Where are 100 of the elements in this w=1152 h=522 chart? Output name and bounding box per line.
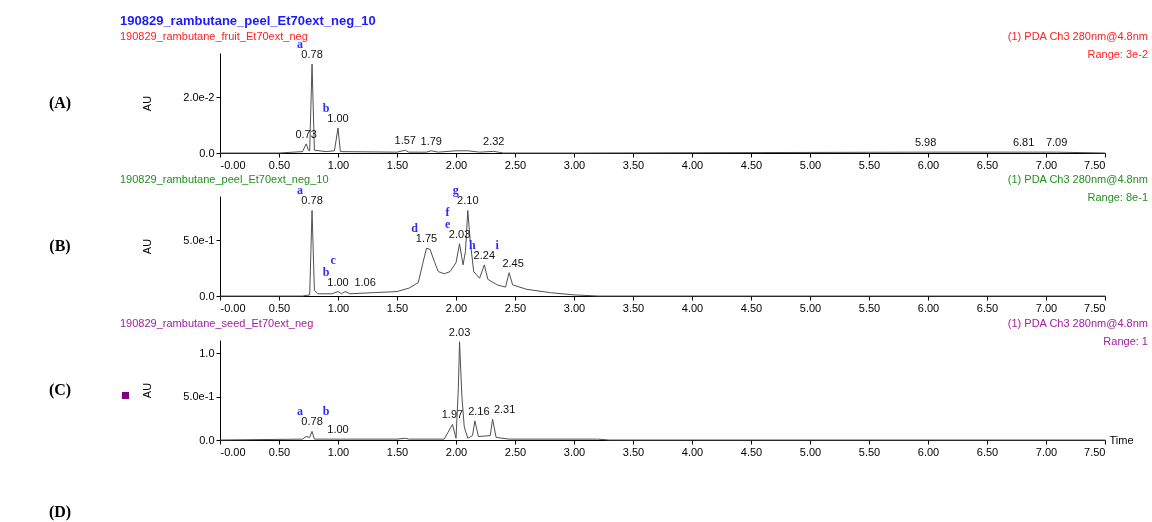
x-tick-label: 1.50	[386, 158, 409, 171]
x-tick-label: 6.50	[976, 445, 999, 458]
text: (1) PDA Ch3 280nm@4.8nm	[1007, 317, 1148, 329]
annotation: b	[322, 404, 330, 419]
annotation: b	[322, 264, 330, 279]
text: (1) PDA Ch3 280nm@4.8nm	[1007, 173, 1148, 185]
x-tick-label: 2.50	[504, 301, 527, 314]
x-tick-label: 4.50	[740, 158, 763, 171]
annotation: 1.00	[327, 112, 349, 124]
annotation: 1.79	[420, 134, 442, 147]
x-tick-label: 1.00	[327, 158, 350, 171]
x-tick-label: 0.50	[268, 158, 291, 171]
annotation: i	[495, 237, 500, 252]
y-tick-label: 0.0	[199, 433, 215, 446]
text: (C)	[48, 381, 72, 399]
x-tick-label: 5.50	[858, 445, 881, 458]
annotation: b	[322, 101, 330, 115]
x-tick-label: 1.00	[327, 445, 350, 458]
x-tick-label: 3.00	[563, 445, 586, 458]
x-tick-label: 3.50	[622, 158, 645, 171]
x-tick-label: 6.50	[976, 158, 999, 171]
x-tick-label: 6.00	[917, 158, 940, 171]
x-tick-label: 6.00	[917, 301, 940, 314]
x-tick-label: 7.00	[1035, 158, 1058, 171]
x-axis-title: Time	[1109, 433, 1134, 446]
x-tick-label: 1.00	[327, 301, 350, 314]
x-tick-label: 4.50	[740, 445, 763, 458]
x-tick-label: 2.00	[445, 158, 468, 171]
y-tick-label: 2.0e-2	[183, 90, 215, 103]
text: (A)	[48, 94, 72, 112]
x-tick-label: 6.00	[917, 445, 940, 458]
x-tick-label: 3.50	[622, 445, 645, 458]
annotation: 2.32	[483, 135, 505, 148]
x-tick-label: 7.00	[1035, 301, 1058, 314]
annotation: 2.16	[468, 404, 490, 417]
annotation: 7.09	[1045, 136, 1068, 149]
x-tick-label: 3.00	[563, 158, 586, 171]
text: (B)	[49, 237, 71, 255]
x-tick-label: 0.50	[268, 445, 291, 458]
x-tick-label: 7.50	[1084, 158, 1106, 171]
y-tick-label: 0.0	[199, 146, 215, 159]
line-series	[219, 341, 1106, 441]
annotation: Range: 3e-2	[1087, 48, 1148, 60]
x-tick-label: 6.50	[976, 301, 999, 314]
annotation: 2.45	[502, 256, 524, 269]
y-axis-title: AU	[141, 95, 154, 112]
annotation: 1.75	[415, 232, 438, 245]
annotation: e	[444, 216, 451, 231]
x-tick-label: 4.00	[681, 445, 704, 458]
annotation: 0.73	[295, 127, 317, 140]
text: (1) PDA Ch3 280nm@4.8nm	[1007, 30, 1148, 42]
x-tick-label: 1.50	[386, 445, 409, 458]
x-tick-label: 4.00	[681, 301, 704, 314]
y-tick-label: 0.0	[199, 289, 215, 302]
annotation: 0.78	[301, 194, 323, 207]
x-tick-label: 7.50	[1084, 301, 1106, 314]
chart-subtitle: 190829_rambutane_peel_Et70ext_neg_10	[120, 173, 329, 185]
annotation: g	[452, 183, 459, 198]
x-tick-label: 5.00	[799, 158, 822, 171]
x-tick-label: 2.50	[504, 158, 527, 171]
annotation: 5.98	[914, 136, 937, 149]
annotation: 1.06	[354, 275, 376, 288]
x-tick-label: 5.00	[799, 445, 822, 458]
y-axis-title: AU	[141, 382, 154, 399]
y-axis-title: AU	[141, 238, 154, 255]
x-tick-label: 7.50	[1084, 445, 1106, 458]
annotation: 1.57	[394, 134, 416, 147]
x-tick-label: 2.00	[445, 301, 468, 314]
annotation: c	[330, 252, 337, 267]
annotation: 2.24	[473, 248, 496, 261]
x-tick-label: 3.00	[563, 301, 586, 314]
annotation: 6.81	[1012, 136, 1035, 149]
annotation: 0.78	[301, 48, 323, 61]
x-tick-label: 2.00	[445, 445, 468, 458]
x-tick-label: 5.50	[858, 301, 881, 314]
annotation: f	[445, 204, 451, 219]
chart-subtitle: 190829_rambutane_seed_Et70ext_neg	[120, 317, 314, 329]
annotation: h	[468, 237, 476, 252]
annotation: Range: 1	[1103, 335, 1148, 347]
annotation: 2.03	[448, 325, 471, 338]
x-tick-label: 0.50	[268, 301, 291, 314]
x-tick-label: -0.00	[220, 301, 246, 314]
x-tick-label: 4.00	[681, 158, 704, 171]
x-tick-label: 5.00	[799, 301, 822, 314]
y-tick-label: 5.0e-1	[183, 390, 215, 403]
y-tick-label: 1.0	[199, 346, 215, 359]
x-tick-label: 3.50	[622, 301, 645, 314]
x-tick-label: -0.00	[220, 445, 246, 458]
x-tick-label: 5.50	[858, 158, 881, 171]
x-tick-label: 1.50	[386, 301, 409, 314]
x-tick-label: 4.50	[740, 301, 763, 314]
x-tick-label: 7.00	[1035, 445, 1058, 458]
y-tick-label: 5.0e-1	[183, 233, 215, 246]
x-tick-label: -0.00	[220, 158, 246, 171]
text: (D)	[48, 503, 72, 521]
annotation: 0.78	[301, 415, 323, 428]
annotation: Range: 8e-1	[1087, 191, 1148, 203]
x-tick-label: 2.50	[504, 445, 527, 458]
annotation: 1.00	[327, 423, 349, 436]
annotation: 1.00	[327, 275, 349, 288]
